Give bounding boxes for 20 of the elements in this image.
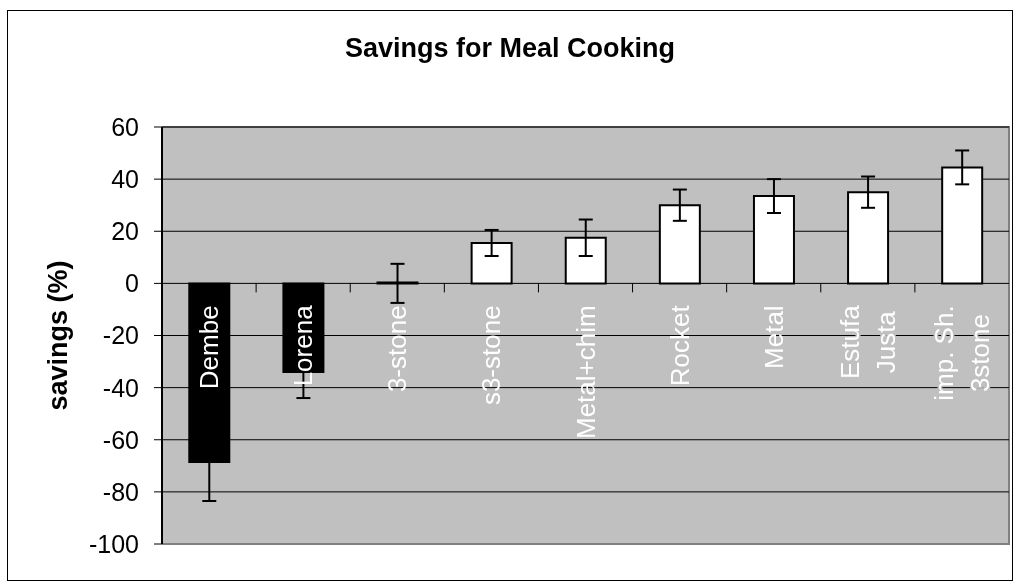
y-tick-label: 40 [111,165,139,193]
x-tick-label: Metal [758,305,789,369]
x-tick-label: 3-stone [382,305,413,393]
x-tick-label: Dembe [194,305,225,390]
x-tick-label: imp. Sh. 3stone [929,305,995,401]
chart-title: Savings for Meal Cooking [343,32,677,64]
y-axis-title: savings (%) [43,260,73,411]
x-tick-label: Estufa Justa [835,304,901,380]
y-tick-label: -20 [102,321,139,350]
y-tick-label: -80 [102,477,139,506]
x-tick-label: s3-stone [476,305,507,406]
x-tick-label: Metal+chim [570,305,601,440]
y-tick-label: -60 [102,425,139,454]
x-tick-label: Lorena [288,304,319,387]
y-tick-label: 0 [125,269,139,298]
y-tick-label: -100 [88,529,139,558]
x-tick-label: Rocket [664,304,695,387]
y-tick-label: 60 [111,112,139,141]
y-tick-label: 20 [111,217,139,246]
y-tick-label: -40 [102,373,139,402]
